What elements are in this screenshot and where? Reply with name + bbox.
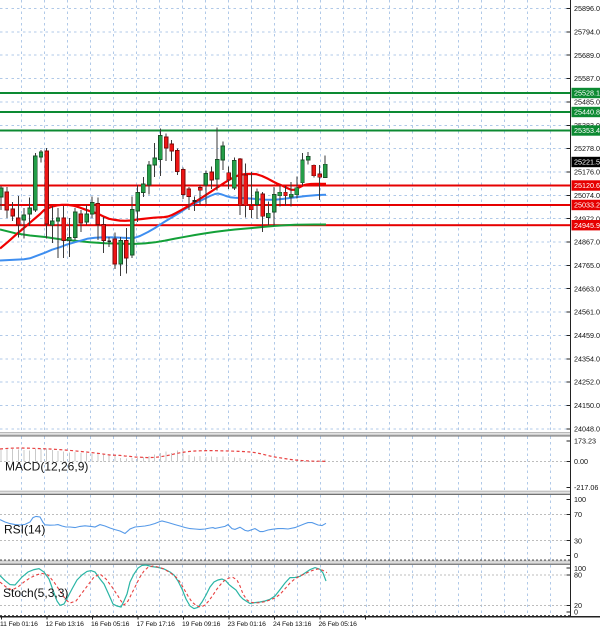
- svg-text:12 Feb 13:16: 12 Feb 13:16: [46, 621, 85, 628]
- svg-text:25353.4: 25353.4: [574, 126, 600, 135]
- svg-text:25074.0: 25074.0: [574, 191, 600, 200]
- svg-text:173.23: 173.23: [574, 437, 596, 446]
- svg-text:0.00: 0.00: [574, 457, 588, 466]
- svg-text:25485.0: 25485.0: [574, 98, 600, 107]
- svg-text:24867.0: 24867.0: [574, 238, 600, 247]
- svg-text:25587.0: 25587.0: [574, 74, 600, 83]
- svg-text:0: 0: [574, 551, 578, 560]
- svg-text:11 Feb 01:16: 11 Feb 01:16: [0, 621, 38, 628]
- svg-text:23 Feb 01:16: 23 Feb 01:16: [228, 621, 267, 628]
- svg-text:24663.0: 24663.0: [574, 284, 600, 293]
- svg-text:25221.5: 25221.5: [574, 158, 600, 167]
- svg-text:80: 80: [574, 571, 582, 580]
- svg-text:25120.6: 25120.6: [574, 181, 600, 190]
- svg-text:26 Feb 05:16: 26 Feb 05:16: [319, 621, 358, 628]
- svg-text:100: 100: [574, 495, 586, 504]
- svg-text:25896.0: 25896.0: [574, 4, 600, 13]
- svg-text:25794.0: 25794.0: [574, 28, 600, 37]
- svg-text:Stoch(5,3,3): Stoch(5,3,3): [3, 586, 68, 600]
- svg-text:0: 0: [574, 608, 578, 617]
- svg-text:16 Feb 05:16: 16 Feb 05:16: [91, 621, 130, 628]
- svg-text:24 Feb 13:16: 24 Feb 13:16: [273, 621, 312, 628]
- svg-text:70: 70: [574, 510, 582, 519]
- svg-text:24354.0: 24354.0: [574, 354, 600, 363]
- svg-text:19 Feb 09:16: 19 Feb 09:16: [182, 621, 221, 628]
- svg-text:24945.9: 24945.9: [574, 221, 600, 230]
- svg-text:25440.8: 25440.8: [574, 108, 600, 117]
- svg-text:24765.0: 24765.0: [574, 261, 600, 270]
- svg-text:30: 30: [574, 536, 582, 545]
- svg-text:RSI(14): RSI(14): [4, 523, 45, 537]
- svg-text:24252.0: 24252.0: [574, 378, 600, 387]
- svg-text:MACD(12,26,9): MACD(12,26,9): [5, 460, 88, 474]
- svg-text:24048.0: 24048.0: [574, 424, 600, 433]
- svg-text:17 Feb 17:16: 17 Feb 17:16: [137, 621, 176, 628]
- svg-text:24561.0: 24561.0: [574, 308, 600, 317]
- svg-text:-217.06: -217.06: [574, 483, 598, 492]
- svg-text:25689.0: 25689.0: [574, 51, 600, 60]
- svg-text:25033.2: 25033.2: [574, 201, 600, 210]
- svg-text:24459.0: 24459.0: [574, 331, 600, 340]
- svg-text:25528.1: 25528.1: [574, 89, 600, 98]
- svg-text:25176.0: 25176.0: [574, 168, 600, 177]
- svg-text:24150.0: 24150.0: [574, 401, 600, 410]
- svg-text:25278.0: 25278.0: [574, 144, 600, 153]
